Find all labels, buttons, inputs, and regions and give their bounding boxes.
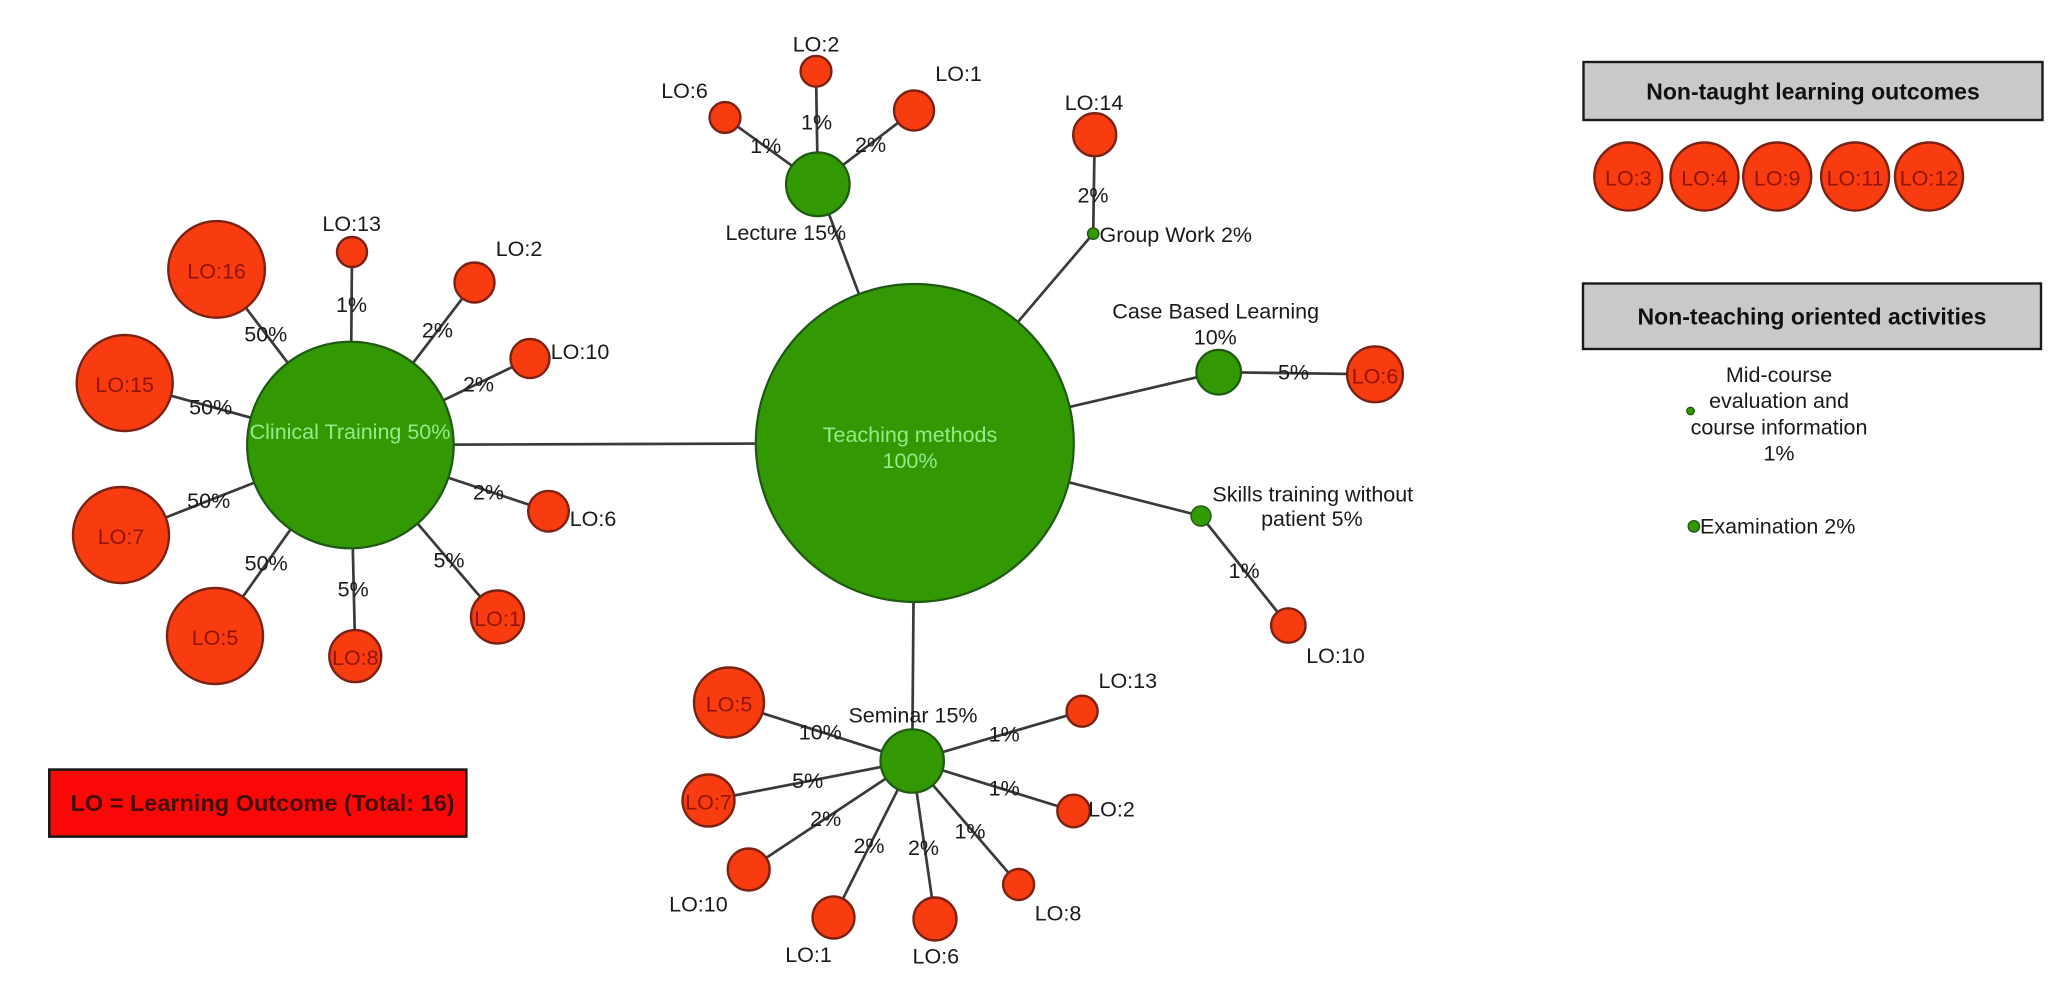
svg-text:50%: 50%: [245, 552, 288, 576]
svg-text:LO:9: LO:9: [1754, 167, 1801, 191]
svg-text:LO:4: LO:4: [1681, 167, 1728, 191]
svg-text:patient 5%: patient 5%: [1261, 507, 1363, 531]
svg-text:LO:13: LO:13: [1099, 669, 1158, 693]
svg-text:LO:8: LO:8: [1035, 901, 1082, 925]
svg-text:LO:5: LO:5: [706, 693, 753, 717]
svg-text:LO = Learning Outcome (Total:: LO = Learning Outcome (Total: 16): [71, 790, 455, 816]
svg-text:1%: 1%: [989, 776, 1020, 800]
svg-text:LO:8: LO:8: [332, 646, 379, 670]
svg-text:LO:10: LO:10: [669, 893, 728, 917]
svg-text:LO:6: LO:6: [912, 945, 959, 969]
svg-text:Clinical Training 50%: Clinical Training 50%: [250, 420, 451, 444]
svg-text:5%: 5%: [1278, 361, 1309, 385]
svg-text:2%: 2%: [1077, 184, 1108, 208]
svg-text:LO:5: LO:5: [192, 626, 239, 650]
svg-text:evaluation and: evaluation and: [1709, 389, 1849, 413]
svg-text:1%: 1%: [801, 111, 832, 135]
svg-text:Lecture 15%: Lecture 15%: [725, 221, 846, 245]
svg-text:5%: 5%: [792, 769, 823, 793]
svg-text:LO:1: LO:1: [785, 943, 832, 967]
svg-text:5%: 5%: [433, 548, 464, 572]
svg-text:LO:2: LO:2: [496, 237, 543, 261]
svg-text:LO:11: LO:11: [1827, 167, 1884, 191]
svg-text:LO:2: LO:2: [793, 33, 840, 57]
svg-text:LO:15: LO:15: [95, 373, 154, 397]
svg-text:Examination 2%: Examination 2%: [1700, 515, 1855, 539]
svg-text:Teaching methods: Teaching methods: [823, 423, 998, 447]
svg-text:10%: 10%: [1194, 326, 1237, 350]
svg-text:Skills training without: Skills training without: [1212, 483, 1413, 507]
svg-text:1%: 1%: [750, 134, 781, 158]
svg-text:1%: 1%: [989, 722, 1020, 746]
svg-text:LO:7: LO:7: [98, 525, 145, 549]
svg-text:Group Work 2%: Group Work 2%: [1100, 223, 1253, 247]
svg-text:50%: 50%: [189, 396, 232, 420]
svg-text:LO:6: LO:6: [570, 507, 617, 531]
svg-text:LO:2: LO:2: [1088, 798, 1135, 822]
svg-text:2%: 2%: [853, 834, 884, 858]
svg-text:LO:1: LO:1: [474, 607, 521, 631]
svg-text:10%: 10%: [799, 721, 842, 745]
svg-text:LO:16: LO:16: [187, 259, 246, 283]
svg-text:LO:10: LO:10: [1306, 644, 1365, 668]
svg-text:2%: 2%: [463, 372, 494, 396]
svg-text:2%: 2%: [473, 481, 504, 505]
svg-text:2%: 2%: [855, 133, 886, 157]
svg-text:Non-taught learning outcomes: Non-taught learning outcomes: [1646, 79, 1980, 105]
svg-text:1%: 1%: [954, 820, 985, 844]
svg-text:LO:1: LO:1: [935, 62, 982, 86]
svg-text:LO:14: LO:14: [1065, 91, 1124, 115]
svg-text:course information: course information: [1691, 416, 1868, 440]
svg-text:Seminar 15%: Seminar 15%: [848, 704, 977, 728]
svg-text:LO:7: LO:7: [685, 791, 732, 815]
svg-text:1%: 1%: [1763, 442, 1794, 466]
svg-text:Non-teaching oriented activiti: Non-teaching oriented activities: [1638, 304, 1987, 330]
svg-text:1%: 1%: [336, 293, 367, 317]
svg-text:LO:10: LO:10: [551, 340, 610, 364]
svg-text:5%: 5%: [338, 578, 369, 602]
svg-text:LO:12: LO:12: [1900, 167, 1959, 191]
svg-text:LO:3: LO:3: [1605, 167, 1652, 191]
svg-text:2%: 2%: [810, 807, 841, 831]
svg-text:LO:6: LO:6: [661, 79, 708, 103]
svg-text:LO:13: LO:13: [322, 212, 381, 236]
svg-text:Case Based Learning: Case Based Learning: [1112, 300, 1319, 324]
svg-text:50%: 50%: [187, 489, 230, 513]
svg-text:2%: 2%: [422, 319, 453, 343]
svg-text:1%: 1%: [1229, 559, 1260, 583]
svg-text:LO:6: LO:6: [1352, 364, 1399, 388]
svg-text:50%: 50%: [244, 323, 287, 347]
svg-text:Mid-course: Mid-course: [1726, 363, 1832, 387]
svg-text:100%: 100%: [883, 449, 938, 473]
svg-text:2%: 2%: [908, 836, 939, 860]
